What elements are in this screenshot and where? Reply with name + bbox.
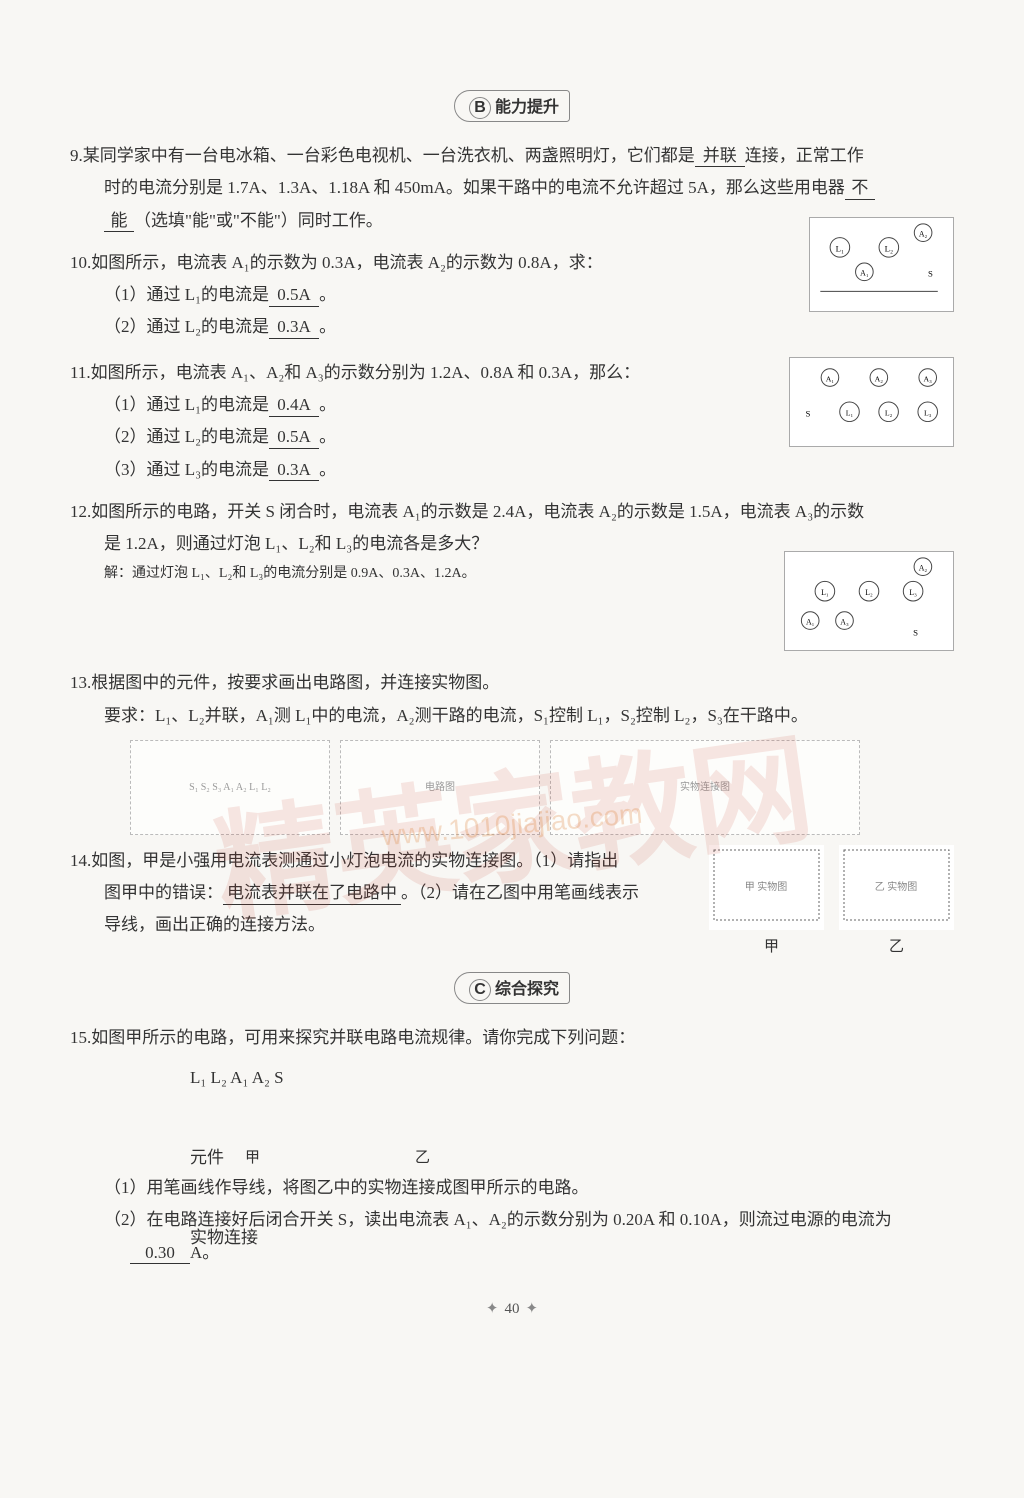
q10-p1a: （1）通过 L₁的电流是	[104, 285, 269, 304]
q9-blank1: 并联	[695, 146, 745, 167]
svg-text:L₂: L₂	[865, 588, 873, 597]
svg-text:S: S	[913, 627, 918, 637]
q11-end3: 。	[319, 460, 336, 479]
q15-caption-jia: 甲	[245, 1144, 260, 1173]
q14-num: 14.	[70, 851, 91, 870]
q10-p2a: （2）通过 L₂的电流是	[104, 317, 269, 336]
q11-end1: 。	[319, 395, 336, 414]
q15-components-yi: 元件	[190, 1142, 350, 1222]
svg-text:A₂: A₂	[919, 229, 928, 238]
svg-text:乙 实物图: 乙 实物图	[875, 880, 918, 893]
svg-text:A₁: A₁	[806, 618, 815, 627]
q12-ans: 解：通过灯泡 L₁、L₂和 L₃的电流分别是 0.9A、0.3A、1.2A。	[104, 566, 476, 581]
q10-text: 如图所示，电流表 A₁的示数为 0.3A，电流表 A₂的示数为 0.8A，求：	[91, 253, 602, 272]
svg-text:S: S	[928, 269, 933, 279]
question-14: 甲 实物图 乙 实物图 甲 乙 14.如图，甲是小强用电流表测通过小灯泡电流的实…	[70, 845, 954, 962]
q12-text-b: 是 1.2A，则通过灯泡 L₁、L₂和 L₃的电流各是多大？	[104, 534, 488, 553]
section-b-header: B能力提升	[70, 90, 954, 122]
page-deco-left: ✦	[486, 1299, 499, 1318]
svg-text:A₁: A₁	[826, 374, 835, 383]
svg-text:L₂: L₂	[885, 243, 893, 253]
q15-blank: 0.30	[130, 1243, 190, 1264]
question-15: 15.如图甲所示的电路，可用来探究并联电路电流规律。请你完成下列问题： L₁ L…	[70, 1022, 954, 1269]
q11-circuit-diagram: A₁ A₂ A₃ L₁ L₂ L₃ S	[789, 357, 954, 447]
q14-text-b: 图甲中的错误：	[104, 883, 223, 902]
q13-components: S₁ S₂ S₃ A₁ A₂ L₁ L₂	[130, 740, 330, 835]
svg-text:L₁: L₁	[836, 243, 844, 253]
question-12: A₂ L₁ L₂ L₃ A₁ A₃ S 12.如图所示的电路，开关 S 闭合时，电流表 A₁…	[70, 496, 954, 657]
q13-physical: 实物连接图	[550, 740, 860, 835]
svg-text:L₃: L₃	[909, 588, 917, 597]
q11-p3b: 0.3A	[269, 460, 319, 481]
q12-text-a: 如图所示的电路，开关 S 闭合时，电流表 A₁的示数是 2.4A，电流表 A₂的…	[91, 502, 864, 521]
q11-p3a: （3）通过 L₃的电流是	[104, 460, 269, 479]
question-13: 13.根据图中的元件，按要求画出电路图，并连接实物图。 要求：L₁、L₂并联，A…	[70, 667, 954, 835]
q14-fig-yi: 乙 实物图	[839, 845, 954, 930]
q10-p2b: 0.3A	[269, 317, 319, 338]
svg-text:L₃: L₃	[924, 409, 932, 418]
q13-figures: S₁ S₂ S₃ A₁ A₂ L₁ L₂ 电路图 实物连接图	[130, 740, 954, 835]
svg-text:A₂: A₂	[919, 564, 928, 573]
q14-text-c: 。（2）请在乙图中用笔画线表示	[401, 883, 639, 902]
q14-blank: 电流表并联在了电路中	[223, 883, 401, 904]
svg-text:A₃: A₃	[840, 618, 849, 627]
q9-num: 9.	[70, 146, 83, 165]
q11-p1a: （1）通过 L₁的电流是	[104, 395, 269, 414]
q11-num: 11.	[70, 363, 91, 382]
q11-p2b: 0.5A	[269, 427, 319, 448]
q10-end2: 。	[319, 317, 336, 336]
q9-text-a: 某同学家中有一台电冰箱、一台彩色电视机、一台洗衣机、两盏照明灯，它们都是	[83, 146, 695, 165]
svg-text:S: S	[806, 409, 811, 419]
q12-circuit-diagram: A₂ L₁ L₂ L₃ A₁ A₃ S	[784, 551, 954, 651]
q9-blank2: 不	[845, 178, 875, 199]
svg-text:L₂: L₂	[885, 409, 893, 418]
q10-p1b: 0.5A	[269, 285, 319, 306]
q9-text-e: （选填"能"或"不能"）同时工作。	[134, 211, 383, 230]
section-c-title: 综合探究	[495, 981, 559, 998]
svg-text:L₁: L₁	[846, 409, 854, 418]
q10-end1: 。	[319, 285, 336, 304]
q15-physical: 实物连接	[190, 1222, 470, 1302]
question-11: A₁ A₂ A₃ L₁ L₂ L₃ S 11.如图所示，电流表 A₁、A₂和 A₃的示数分别…	[70, 357, 954, 486]
q15-figures: L₁ L₂ A₁ A₂ S 甲 元件 乙 实物连接	[190, 1062, 954, 1152]
q13-text-a: 根据图中的元件，按要求画出电路图，并连接实物图。	[91, 673, 499, 692]
q12-num: 12.	[70, 502, 91, 521]
q13-schematic: 电路图	[340, 740, 540, 835]
q9-text-b: 连接，正常工作	[745, 146, 864, 165]
question-10: L₁L₂A₂A₁S 10.如图所示，电流表 A₁的示数为 0.3A，电流表 A₂…	[70, 247, 954, 347]
q14-caption-yi: 乙	[889, 933, 904, 962]
q9-text-d: 能	[104, 211, 134, 232]
q15-caption-yi: 乙	[415, 1144, 430, 1173]
q11-end2: 。	[319, 427, 336, 446]
svg-text:A₂: A₂	[875, 374, 884, 383]
q13-text-b: 要求：L₁、L₂并联，A₁测 L₁中的电流，A₂测干路的电流，S₁控制 L₁，S…	[104, 706, 808, 725]
q15-schematic-jia: L₁ L₂ A₁ A₂ S	[190, 1062, 320, 1142]
section-c-letter: C	[469, 979, 491, 1001]
q14-caption-jia: 甲	[764, 933, 779, 962]
page-number: 40	[505, 1301, 520, 1317]
q15-num: 15.	[70, 1028, 91, 1047]
q11-text: 如图所示，电流表 A₁、A₂和 A₃的示数分别为 1.2A、0.8A 和 0.3…	[91, 363, 641, 382]
page-deco-right: ✦	[526, 1299, 539, 1318]
q14-text-d: 导线，画出正确的连接方法。	[104, 915, 325, 934]
q11-p1b: 0.4A	[269, 395, 319, 416]
svg-text:A₁: A₁	[860, 269, 869, 278]
section-b-letter: B	[469, 97, 491, 119]
section-b-title: 能力提升	[495, 99, 559, 116]
svg-text:L₁: L₁	[821, 588, 829, 597]
section-c-header: C综合探究	[70, 972, 954, 1004]
q10-num: 10.	[70, 253, 91, 272]
q14-text-a: 如图，甲是小强用电流表测通过小灯泡电流的实物连接图。（1）请指出	[91, 851, 618, 870]
q9-text-c: 时的电流分别是 1.7A、1.3A、1.18A 和 450mA。如果干路中的电流…	[104, 178, 845, 197]
svg-text:甲 实物图: 甲 实物图	[745, 880, 788, 893]
q14-fig-jia: 甲 实物图	[709, 845, 824, 930]
q10-circuit-diagram: L₁ L₂ A₂ A₁ S	[809, 217, 954, 312]
q15-text: 如图甲所示的电路，可用来探究并联电路电流规律。请你完成下列问题：	[91, 1028, 635, 1047]
svg-text:A₃: A₃	[924, 374, 933, 383]
q13-num: 13.	[70, 673, 91, 692]
q11-p2a: （2）通过 L₂的电流是	[104, 427, 269, 446]
